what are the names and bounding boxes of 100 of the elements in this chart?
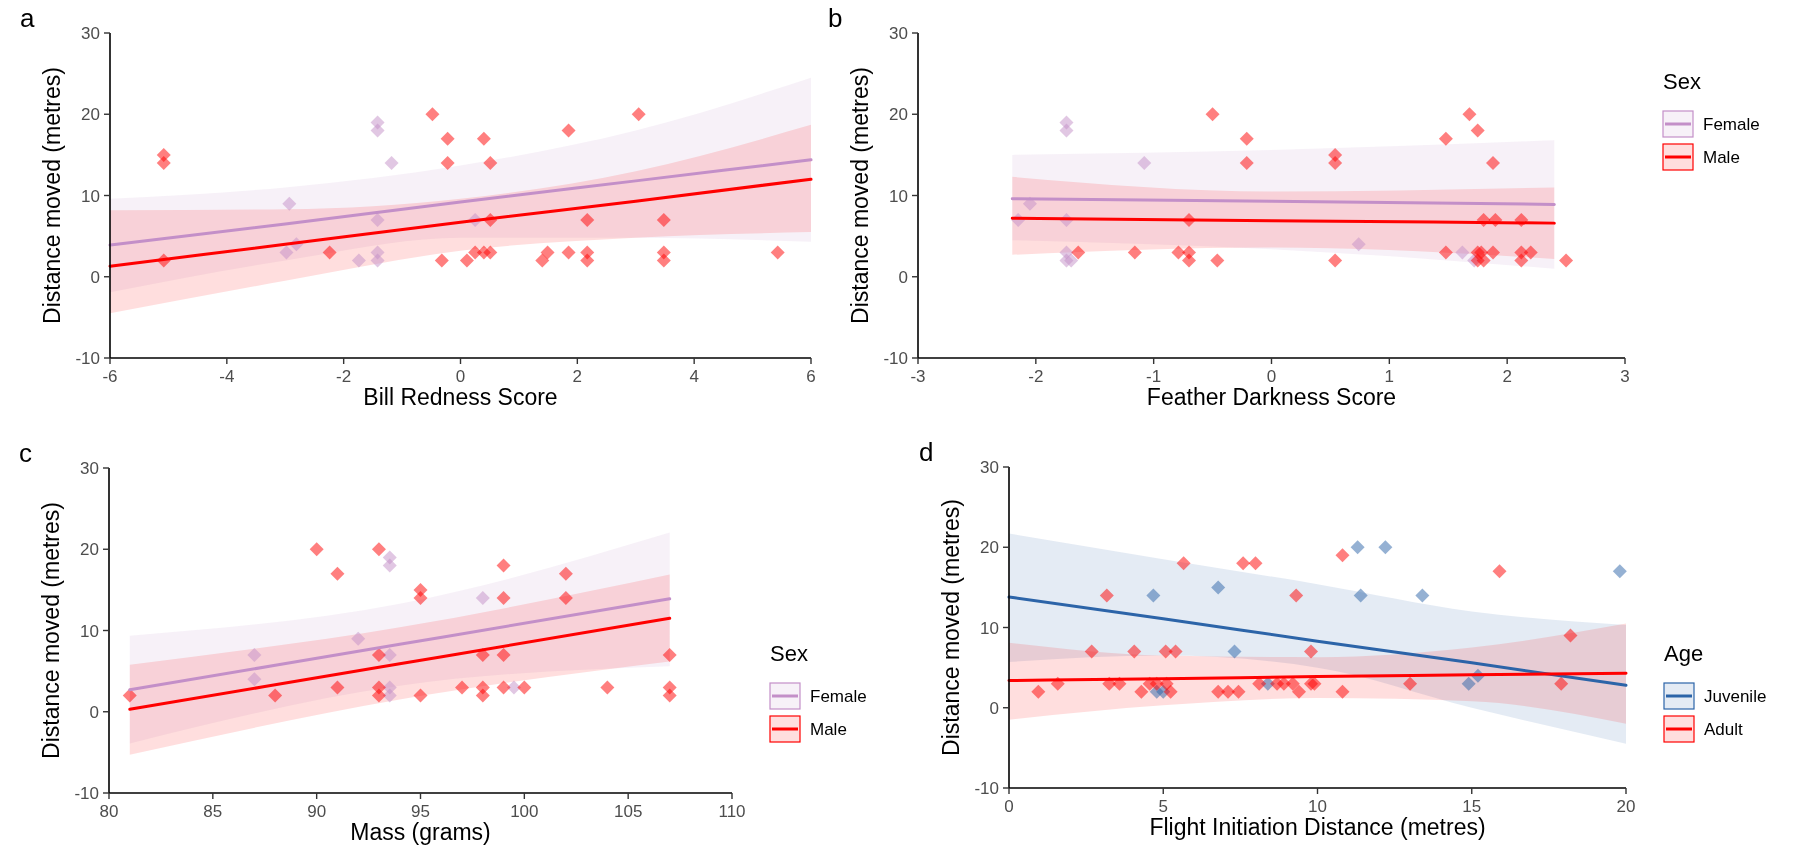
x-tick-label: 6 [806,367,816,386]
point [440,131,455,146]
point [382,647,397,662]
point [540,245,555,260]
point [1252,676,1267,691]
point [662,688,677,703]
point [1415,588,1430,603]
point [1239,131,1254,146]
legend-label: Male [810,720,847,739]
x-tick-label: 4 [689,367,699,386]
legend-label: Female [810,687,867,706]
point [370,123,385,138]
y-tick-label: 0 [898,267,908,287]
point [1171,245,1186,260]
point [1289,588,1304,603]
chart-title: a [20,3,35,33]
point [1127,644,1142,659]
x-tick-label: 100 [510,802,539,821]
point [322,245,337,260]
y-tick-label: -10 [883,349,908,368]
point [1455,245,1470,260]
point [1211,580,1226,595]
y-tick-label: 20 [81,105,100,125]
legend-label: Female [1703,115,1760,134]
point [1612,564,1627,579]
point [496,558,511,573]
point [440,156,455,170]
point [1163,684,1178,699]
y-tick-label: 10 [80,621,99,641]
x-tick-label: 5 [1158,797,1168,816]
point [1221,684,1236,699]
x-tick-label: 0 [455,367,466,386]
x-tick-label: 1 [1384,367,1395,386]
point [371,688,386,703]
y-tick-label: -10 [974,779,999,798]
point [558,566,573,581]
point [476,131,491,146]
point [309,542,324,557]
point [1554,676,1569,691]
point [1492,564,1507,579]
point [282,196,297,211]
point [1438,131,1453,146]
point [1403,676,1418,691]
legend-label: Adult [1704,720,1744,739]
point [1099,588,1114,603]
point [1350,540,1365,555]
point [600,680,615,695]
point [656,253,671,268]
x-tick-label: 110 [718,802,746,821]
point [455,680,470,695]
x-tick-label: 15 [1462,797,1482,816]
y-tick-label: 10 [980,618,999,638]
point [483,156,498,170]
point [330,566,345,581]
x-tick-label: 95 [411,802,430,821]
x-tick-label: -4 [219,367,235,386]
point [517,680,532,695]
chart-title: b [828,3,843,33]
point [413,591,428,605]
point [1353,588,1368,603]
x-tick-label: 20 [1616,797,1636,816]
point [580,212,595,227]
y-tick-label: 30 [980,458,999,477]
point [1227,644,1242,659]
point [1071,245,1086,260]
point [1514,253,1529,268]
point [1470,123,1485,138]
y-axis-title: Distance moved (metres) [39,67,65,324]
legend-title: Sex [770,641,808,666]
y-tick-label: 20 [980,538,999,558]
x-tick-label: -6 [102,367,118,386]
point [413,688,428,703]
y-tick-label: 20 [80,540,99,560]
point [496,591,511,605]
y-tick-label: 10 [81,186,100,206]
y-tick-label: 0 [89,702,99,722]
point [580,253,595,268]
point [1486,156,1501,170]
legend-label: Juvenile [1704,687,1767,706]
x-axis-title: Bill Redness Score [363,384,558,410]
point [1127,245,1142,260]
point [384,156,399,170]
point [370,253,385,268]
point [1438,245,1453,260]
point [475,688,490,703]
x-tick-label: 105 [613,802,643,821]
point [459,253,474,268]
point [382,558,397,573]
y-tick-label: 0 [989,698,999,718]
point [1064,253,1079,268]
point [1335,684,1350,699]
legend-label: Male [1703,148,1740,167]
point [371,647,386,662]
point [1476,253,1491,268]
point [1182,253,1197,268]
point [561,123,576,138]
x-tick-label: 0 [1004,797,1014,816]
line-series [108,177,813,268]
point [770,245,785,260]
point [434,253,449,268]
